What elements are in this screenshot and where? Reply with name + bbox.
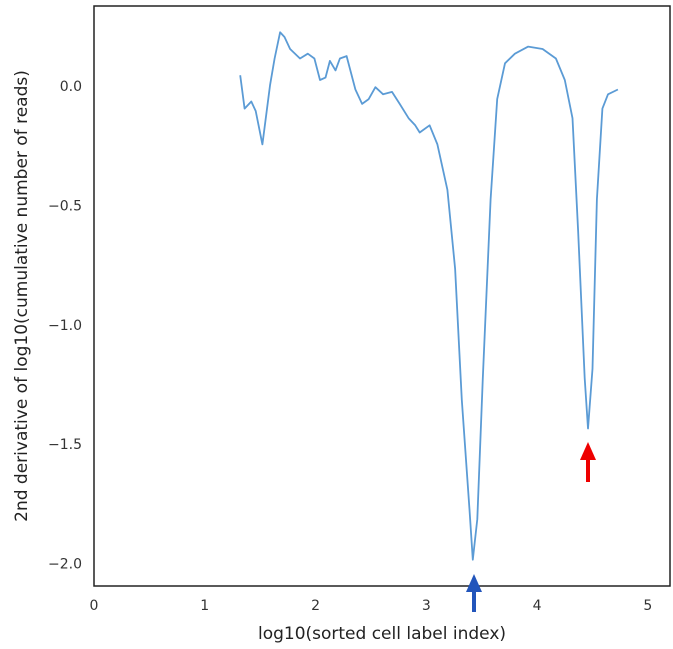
x-tick-label: 3 <box>422 598 431 614</box>
y-tick-label: −0.5 <box>48 198 82 214</box>
y-tick-label: −2.0 <box>48 557 82 573</box>
y-tick-label: −1.5 <box>48 437 82 453</box>
x-tick-label: 4 <box>533 598 542 614</box>
x-tick-label: 2 <box>311 598 320 614</box>
blue-arrow <box>466 574 482 612</box>
line-series <box>239 31 619 561</box>
red-arrow <box>580 442 596 482</box>
x-tick-label: 1 <box>200 598 209 614</box>
x-tick-label: 0 <box>90 598 99 614</box>
y-axis-label: 2nd derivative of log10(cumulative numbe… <box>12 70 32 522</box>
x-axis-label: log10(sorted cell label index) <box>258 624 506 644</box>
y-tick-label: −1.0 <box>48 318 82 334</box>
x-tick-label: 5 <box>643 598 652 614</box>
y-tick-label: 0.0 <box>60 79 82 95</box>
plot-frame <box>93 5 671 587</box>
